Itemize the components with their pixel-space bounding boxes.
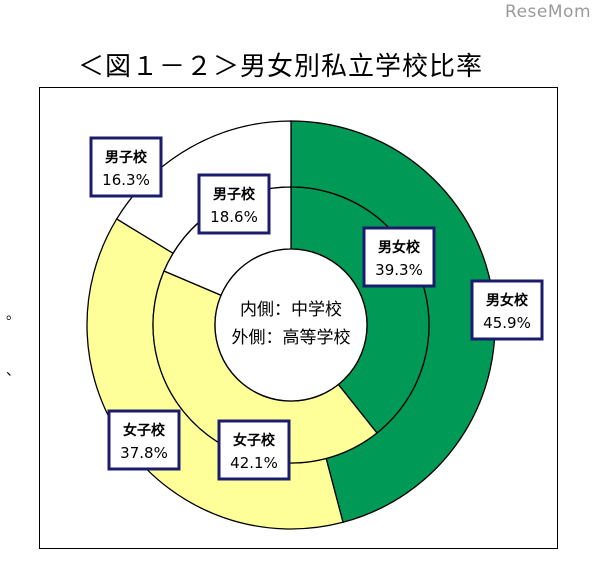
inner-label-category-2: 男子校 [213, 186, 256, 203]
figure-title: ＜図１－２＞男女別私立学校比率 [78, 52, 484, 82]
outer-label-value-1: 37.8% [120, 444, 168, 462]
chart-frame: 内側：中学校 外側：高等学校 男女校 39.3% 女子校 42.1% 男子校 18.6% 男女… [39, 87, 558, 549]
inner-label-box-2 [197, 173, 271, 235]
outer-label-category-1: 女子校 [123, 422, 166, 439]
inner-label-box-0 [362, 226, 436, 288]
outer-label-2: 男子校 16.3% [89, 136, 163, 198]
watermark: ReseMom [505, 2, 591, 22]
edge-mark-comma: 、 [6, 363, 20, 379]
inner-label-value-2: 18.6% [210, 208, 258, 226]
inner-label-0: 男女校 39.3% [362, 226, 436, 288]
center-label-line-1: 外側：高等学校 [232, 328, 351, 348]
outer-label-box-0 [470, 279, 544, 341]
inner-label-value-0: 39.3% [375, 261, 423, 279]
center-label-line-0: 内側：中学校 [240, 300, 342, 320]
data-labels: 男女校 39.3% 女子校 42.1% 男子校 18.6% 男女校 45.9% 女子校 37.8%… [89, 136, 544, 481]
inner-label-value-1: 42.1% [230, 454, 278, 472]
outer-label-box-2 [89, 136, 163, 198]
outer-label-value-2: 16.3% [102, 171, 150, 189]
inner-label-2: 男子校 18.6% [197, 173, 271, 235]
inner-label-category-1: 女子校 [233, 432, 276, 449]
outer-label-value-0: 45.9% [483, 314, 531, 332]
outer-label-box-1 [107, 409, 181, 471]
outer-label-category-2: 男子校 [105, 149, 148, 166]
inner-label-1: 女子校 42.1% [217, 419, 291, 481]
outer-label-1: 女子校 37.8% [107, 409, 181, 471]
inner-label-category-0: 男女校 [378, 239, 421, 256]
inner-label-box-1 [217, 419, 291, 481]
outer-label-0: 男女校 45.9% [470, 279, 544, 341]
edge-mark-period: 。 [6, 307, 20, 323]
outer-label-category-0: 男女校 [486, 292, 529, 309]
center-hole [214, 248, 368, 402]
